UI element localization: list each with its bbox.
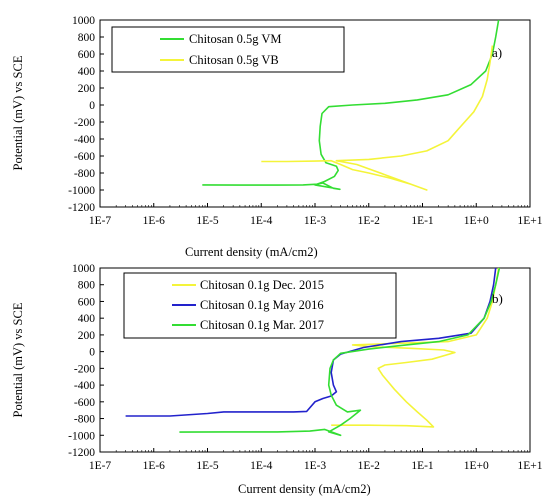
- y-tick-label: 400: [78, 66, 96, 78]
- y-tick-label: 200: [78, 330, 96, 342]
- x-tick-label: 1E-2: [358, 215, 381, 227]
- y-tick-label: -600: [74, 151, 95, 163]
- x-tick-label: 1E-7: [89, 215, 112, 227]
- x-tick-label: 1E+0: [464, 460, 489, 472]
- y-axis-ticks-b: -1200 -1000 -800 -600 -400 -200 0 200 400 600 800 1…: [68, 263, 104, 459]
- series-group-b: [125, 267, 501, 437]
- x-tick-label: 1E-4: [250, 215, 273, 227]
- x-tick-label: 1E-6: [143, 460, 166, 472]
- y-tick-label: -1200: [68, 447, 95, 459]
- x-axis-ticks-b: 1E-7 1E-6 1E-5 1E-4 1E-3 1E-2 1E-1 1E+0 1E+1: [89, 448, 543, 472]
- x-tick-label: 1E+0: [464, 215, 489, 227]
- y-tick-label: -200: [74, 117, 95, 129]
- y-tick-label: 1000: [72, 15, 95, 27]
- x-tick-label: 1E-1: [411, 215, 434, 227]
- y-tick-label: -200: [74, 363, 95, 375]
- y-tick-label: 0: [89, 347, 95, 359]
- y-tick-label: -1200: [68, 202, 95, 214]
- y-tick-label: 800: [78, 32, 96, 44]
- y-tick-label: -1000: [68, 185, 95, 197]
- series-line-b-0: [331, 267, 500, 428]
- x-tick-label: 1E-2: [358, 460, 381, 472]
- x-tick-label: 1E-7: [89, 460, 112, 472]
- legend-label-mar2017: Chitosan 0.1g Mar. 2017: [200, 318, 324, 332]
- x-tick-label: 1E-6: [143, 215, 166, 227]
- chart-panel-a: -1200 -1000 -800 -600 -400 -200 0 200 400 600 800 1…: [11, 15, 543, 259]
- series-line-b-2: [179, 267, 501, 437]
- y-axis-ticks-a: -1200 -1000 -800 -600 -400 -200 0 200 400 600 800 1…: [68, 15, 104, 214]
- x-tick-label: 1E-1: [411, 460, 434, 472]
- y-tick-label: -600: [74, 397, 95, 409]
- panel-label-b: b): [492, 291, 503, 306]
- legend-label-may2016: Chitosan 0.1g May 2016: [200, 298, 324, 312]
- series-group-a: [202, 19, 500, 191]
- y-tick-label: -800: [74, 414, 95, 426]
- legend-a: Chitosan 0.5g VM Chitosan 0.5g VB: [111, 26, 345, 73]
- x-tick-label: 1E+1: [517, 460, 542, 472]
- y-tick-label: 200: [78, 83, 96, 95]
- y-tick-label: 800: [78, 280, 96, 292]
- series-line-a-1: [261, 45, 494, 191]
- y-tick-label: -1000: [68, 430, 95, 442]
- y-tick-label: 600: [78, 296, 96, 308]
- chart-panel-b: -1200 -1000 -800 -600 -400 -200 0 200 400 600 800 1…: [11, 263, 543, 496]
- x-tick-label: 1E+1: [517, 215, 542, 227]
- legend-label-dec2015: Chitosan 0.1g Dec. 2015: [200, 278, 324, 292]
- x-axis-title-b: Current density (mA/cm2): [238, 482, 371, 496]
- y-tick-label: 1000: [72, 263, 95, 275]
- panel-label-a: a): [492, 45, 502, 60]
- y-tick-label: -400: [74, 134, 95, 146]
- x-axis-title-a: Current density (mA/cm2): [185, 245, 318, 259]
- legend-box-a: [111, 26, 345, 73]
- legend-b: Chitosan 0.1g Dec. 2015 Chitosan 0.1g Ma…: [123, 272, 397, 339]
- legend-label-vm: Chitosan 0.5g VM: [189, 32, 282, 46]
- y-tick-label: -400: [74, 380, 95, 392]
- x-tick-label: 1E-3: [304, 215, 327, 227]
- y-axis-title-a: Potential (mV) vs SCE: [11, 55, 25, 170]
- legend-label-vb: Chitosan 0.5g VB: [189, 53, 279, 67]
- legend-box-b: [123, 272, 397, 339]
- x-axis-ticks-a: 1E-7 1E-6 1E-5 1E-4 1E-3 1E-2 1E-1 1E+0 1E+1: [89, 203, 543, 227]
- x-tick-label: 1E-4: [250, 460, 273, 472]
- series-line-a-0: [202, 19, 500, 191]
- y-tick-label: 400: [78, 313, 96, 325]
- y-tick-label: 0: [89, 100, 95, 112]
- y-axis-title-b: Potential (mV) vs SCE: [11, 302, 25, 417]
- y-tick-label: -800: [74, 168, 95, 180]
- x-tick-label: 1E-5: [196, 215, 219, 227]
- x-tick-label: 1E-3: [304, 460, 327, 472]
- y-tick-label: 600: [78, 49, 96, 61]
- x-tick-label: 1E-5: [196, 460, 219, 472]
